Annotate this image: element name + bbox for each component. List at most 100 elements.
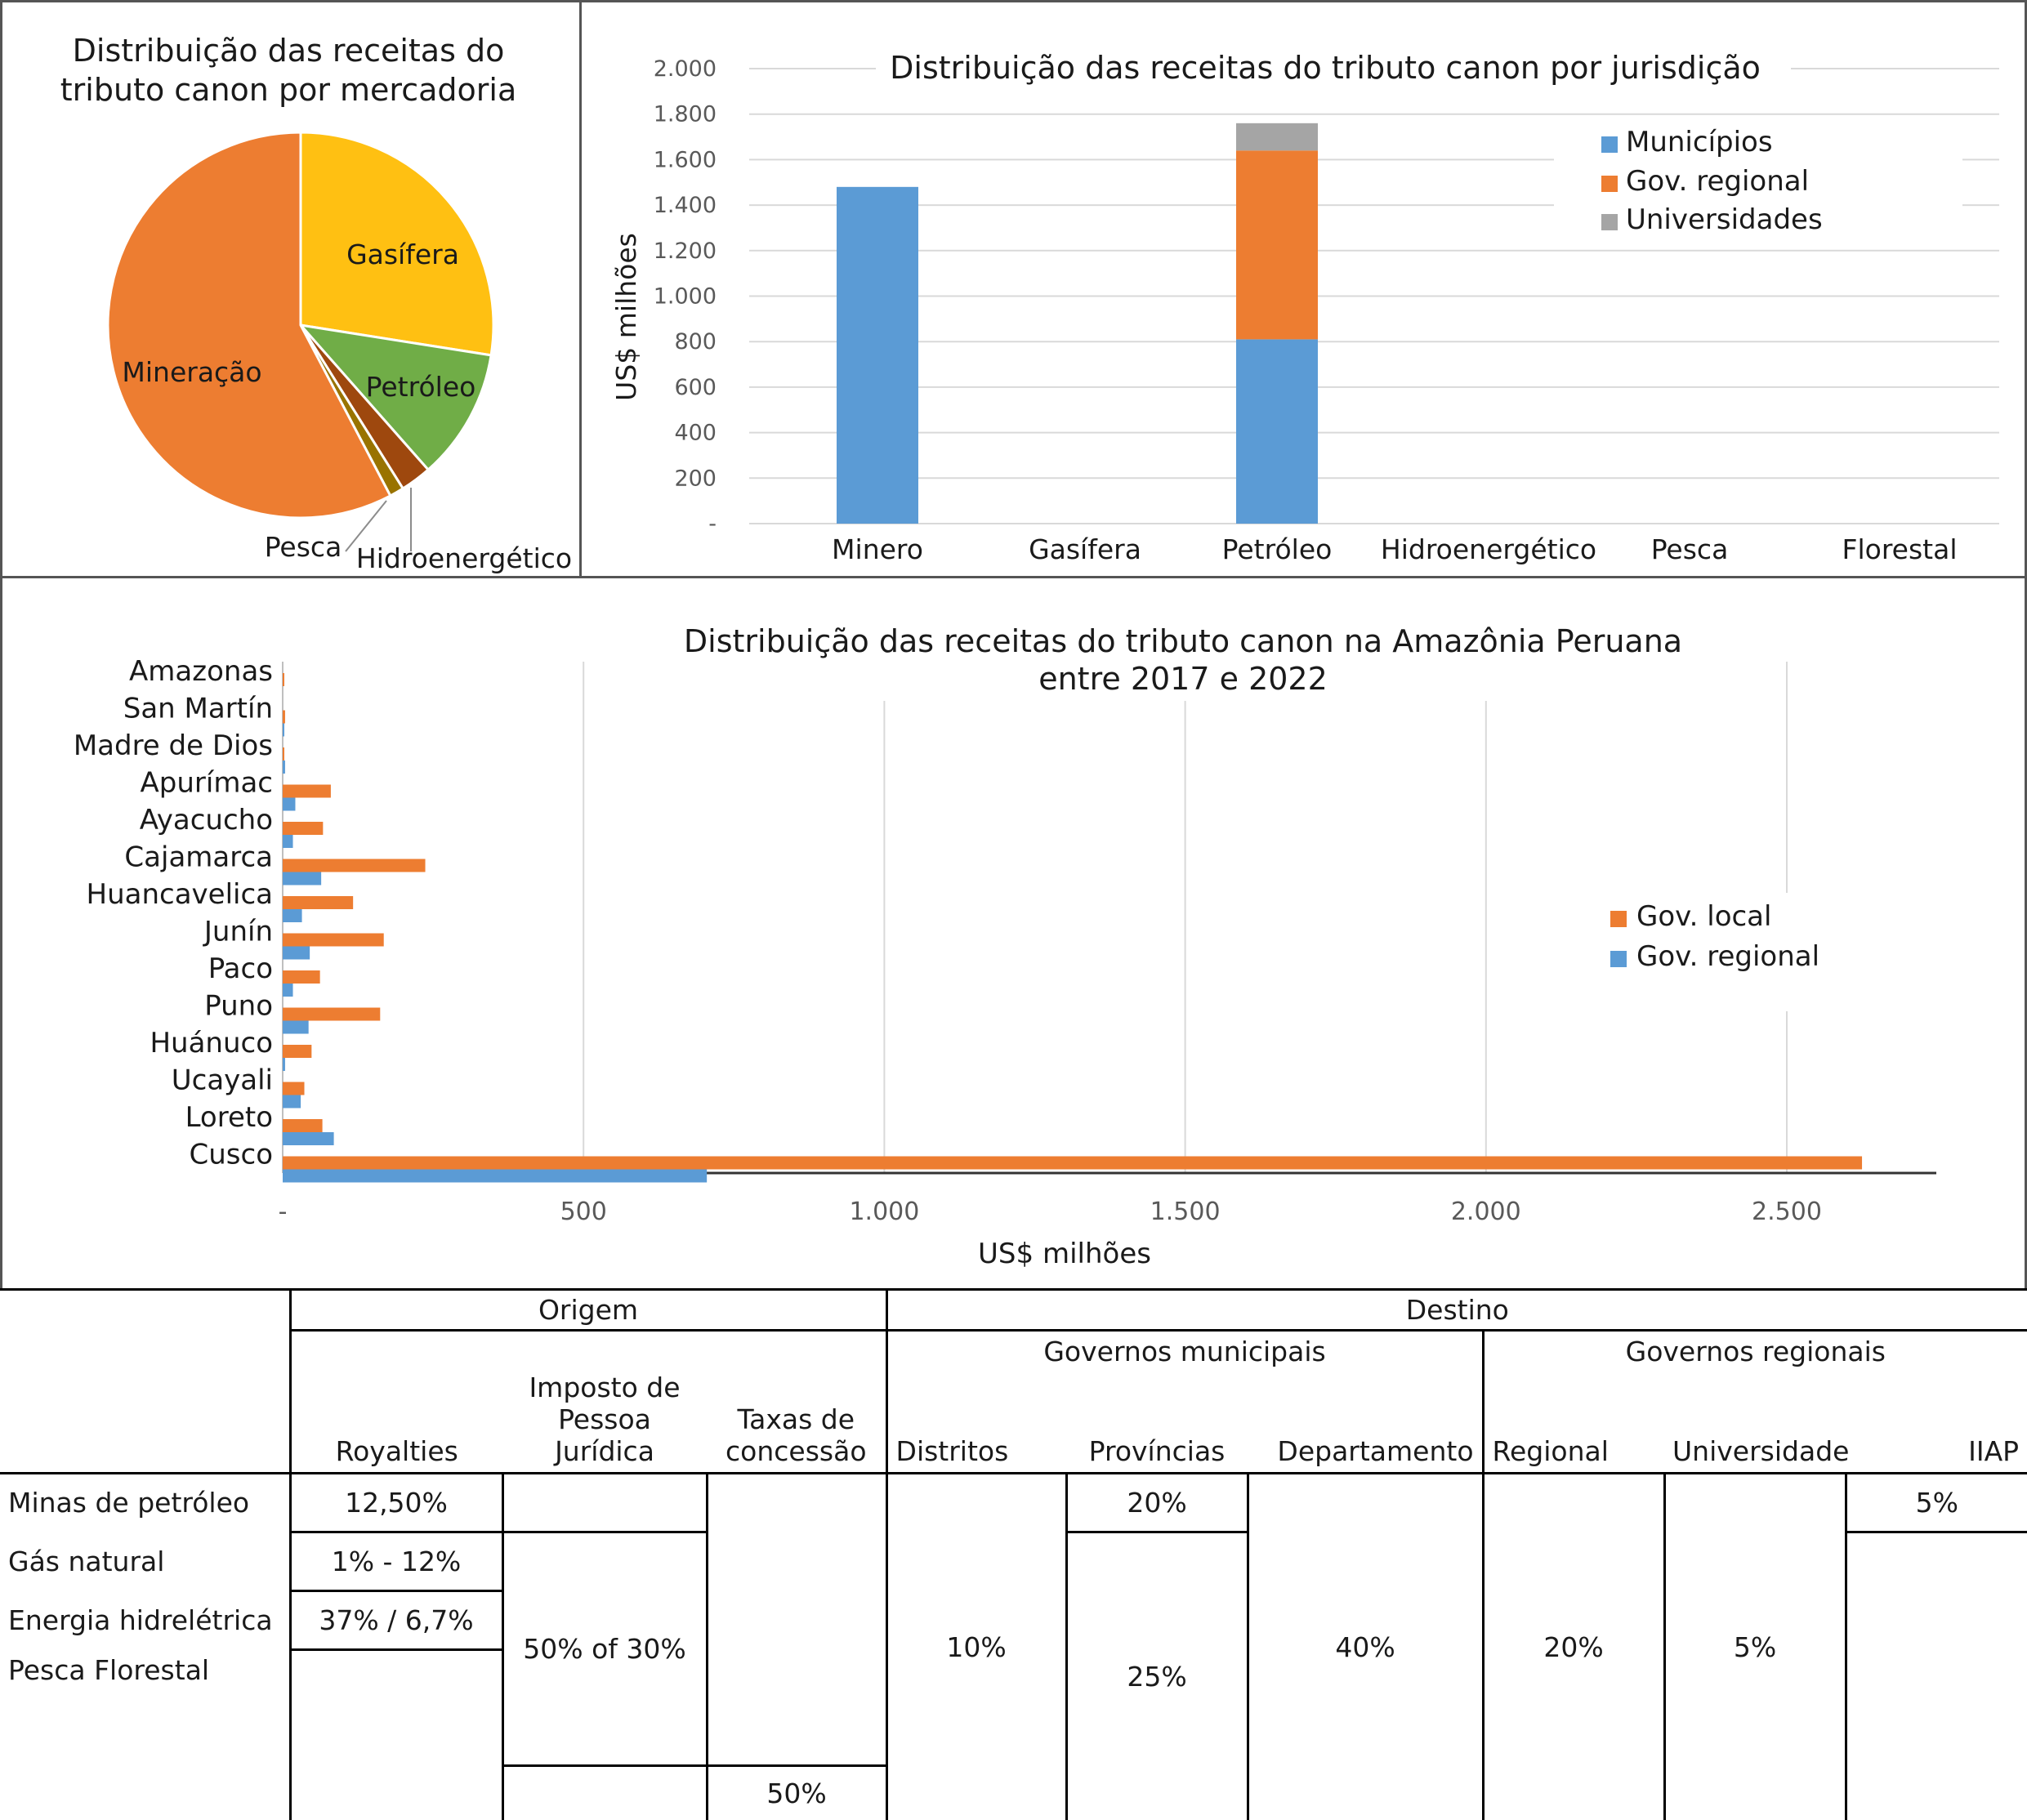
header-gov-municipais: Governos municipais: [886, 1330, 1485, 1372]
cell-royalty-minas: 12,50%: [290, 1473, 504, 1533]
header-origem-spacer: [290, 1330, 888, 1372]
amz-bar-loreto-gov-regional: [283, 1132, 334, 1145]
amz-bar-apurimac-gov-local: [283, 784, 331, 798]
pie-chart-panel: Distribuição das receitas do tributo can…: [0, 0, 582, 578]
cell-iiap-empty: [1846, 1532, 2027, 1820]
amz-bar-junin-gov-regional: [283, 946, 310, 960]
amz-category-label: Puno: [204, 990, 273, 1023]
jurisdiction-chart-panel: Distribuição das receitas do tributo can…: [579, 0, 2027, 578]
jur-category-label: Hidroenergético: [1381, 533, 1596, 565]
cell-provincias: 25%: [1066, 1532, 1249, 1820]
amz-title-backdrop: [681, 619, 1694, 701]
jur-category-label: Florestal: [1842, 533, 1957, 565]
jur-y-axis-label: US$ milhões: [610, 233, 642, 401]
amz-bar-ucayali-gov-regional: [283, 1095, 301, 1109]
amz-category-label: Ucayali: [172, 1064, 273, 1097]
amz-category-label: Loreto: [185, 1101, 273, 1134]
table-corner-3: [0, 1371, 292, 1474]
amz-category-label: Huancavelica: [87, 878, 274, 911]
amz-x-tick-label: 2.500: [1752, 1198, 1822, 1226]
jur-y-tick-label: -: [708, 511, 717, 537]
amz-bar-ayacucho-gov-regional: [283, 835, 293, 848]
row-label-pesca: Pesca Florestal: [0, 1649, 292, 1765]
amz-bar-apurimac-gov-regional: [283, 797, 296, 811]
slice-label-hidroenergetico: Hidroenergético: [356, 542, 572, 574]
amz-bar-cusco-gov-regional: [283, 1169, 708, 1183]
legend-swatch-gov-regional-amz: [1610, 951, 1627, 967]
jur-y-tick-label: 600: [674, 375, 717, 400]
legend-label-gov-regional-amz: Gov. regional: [1636, 940, 1819, 973]
row-label-gas: Gás natural: [0, 1532, 292, 1590]
cell-royalty-pesca-empty: [290, 1649, 504, 1820]
amz-x-axis-label: US$ milhões: [978, 1238, 1151, 1270]
cell-imposto-bottom-empty: [502, 1765, 708, 1820]
row-label-minas: Minas de petróleo: [0, 1473, 292, 1532]
row-label-empty: [0, 1765, 292, 1820]
legend-label-gov-local: Gov. local: [1636, 900, 1771, 933]
amz-title-line-1: Distribuição das receitas do tributo can…: [684, 623, 1682, 659]
amz-category-label: Cusco: [190, 1139, 274, 1171]
jur-category-label: Petróleo: [1222, 533, 1333, 565]
amz-x-tick-label: 1.500: [1150, 1198, 1221, 1226]
amz-bar-junin-gov-local: [283, 933, 384, 947]
cell-universidade: 5%: [1664, 1473, 1847, 1820]
cell-royalty-gas: 1% - 12%: [290, 1532, 504, 1592]
jur-y-tick-label: 1.000: [654, 284, 717, 310]
amz-bar-san-martin-gov-local: [283, 710, 285, 724]
pie-slice-petroleo: [297, 323, 493, 472]
jurisdiction-bar-chart: Distribuição das receitas do tributo can…: [610, 43, 1999, 565]
amz-x-tick-label: 500: [560, 1198, 607, 1226]
amz-x-tick-label: 2.000: [1451, 1198, 1521, 1226]
slice-label-mineracao: Mineração: [122, 356, 261, 388]
header-iiap: IIAP: [1846, 1371, 2027, 1474]
amz-x-tick-label: -: [279, 1198, 288, 1226]
jur-category-label: Gasífera: [1029, 533, 1141, 565]
amz-category-label: Cajamarca: [124, 841, 273, 874]
amz-category-label: Apurímac: [141, 767, 273, 800]
legend-swatch-municipios: [1601, 136, 1618, 153]
amazon-bar-chart: Distribuição das receitas do tributo can…: [74, 619, 1936, 1270]
cell-departamento: 40%: [1248, 1473, 1485, 1820]
amz-bar-huanuco-gov-regional: [283, 1058, 285, 1071]
header-imposto-line-2: Pessoa Jurídica: [555, 1403, 654, 1467]
slice-label-pesca: Pesca: [265, 531, 342, 563]
jur-title-backdrop: [876, 43, 1791, 92]
amz-bar-paco-gov-regional: [283, 984, 293, 997]
amz-legend: Gov. local Gov. regional: [1610, 900, 1819, 973]
pie-chart: Distribuição das receitas do tributo can…: [60, 33, 572, 574]
legend-swatch-gov-regional: [1601, 176, 1618, 192]
jur-y-tick-label: 1.600: [654, 147, 717, 172]
header-distritos: Distritos: [886, 1371, 1067, 1474]
cell-imposto: 50% of 30%: [502, 1532, 708, 1767]
jur-legend: Municípios Gov. regional Universidades: [1601, 126, 1823, 236]
header-imposto: Imposto de Pessoa Jurídica: [502, 1371, 707, 1474]
amz-bar-cajamarca-gov-regional: [283, 872, 322, 885]
amz-category-label: Paco: [208, 952, 273, 985]
amz-title-line-2: entre 2017 e 2022: [1038, 661, 1328, 697]
amz-bar-madre-de-dios-gov-local: [283, 747, 284, 761]
jur-bar-petroleo-gov-regional: [1236, 150, 1318, 340]
amz-category-label: Madre de Dios: [74, 729, 273, 762]
jur-bar-minero-municipios: [837, 186, 918, 524]
header-regional: Regional: [1483, 1371, 1665, 1474]
amz-bar-huancavelica-gov-regional: [283, 909, 302, 922]
legend-swatch-gov-local: [1610, 911, 1627, 927]
amz-bar-huanuco-gov-local: [283, 1045, 312, 1058]
amz-bar-san-martin-gov-regional: [283, 723, 284, 737]
jur-y-tick-label: 2.000: [654, 56, 717, 82]
jur-legend-backdrop: [1554, 121, 1962, 243]
cell-imposto-empty: [502, 1473, 708, 1533]
header-gov-regionais: Governos regionais: [1625, 1335, 1886, 1367]
amz-bar-huancavelica-gov-local: [283, 896, 354, 909]
table-corner-2: [0, 1330, 292, 1372]
header-taxas: Taxas de concessão: [707, 1371, 888, 1474]
header-taxas-line-1: Taxas de: [737, 1403, 855, 1435]
row-label-energia: Energia hidrelétrica: [0, 1590, 292, 1649]
cell-regional: 20%: [1483, 1473, 1666, 1820]
header-royalties: Royalties: [290, 1371, 502, 1474]
amz-bar-ayacucho-gov-local: [283, 822, 324, 835]
header-universidade: Universidade: [1664, 1371, 1849, 1474]
amz-bar-paco-gov-local: [283, 970, 320, 984]
table-corner: [0, 1288, 292, 1331]
jur-bar-petroleo-municipios: [1236, 339, 1318, 524]
